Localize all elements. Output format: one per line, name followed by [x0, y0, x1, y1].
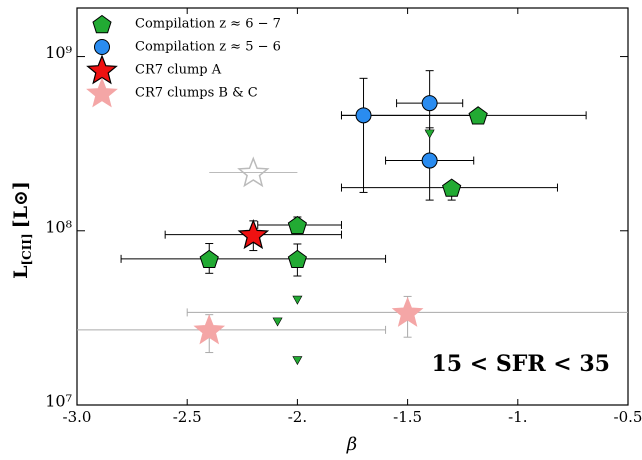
point — [287, 215, 307, 235]
point — [237, 219, 270, 250]
x-tick-label: -0.5 — [614, 408, 642, 426]
open-star — [237, 156, 270, 188]
point — [355, 107, 372, 124]
point — [199, 249, 219, 268]
legend-label: Compilation z ≈ 6 − 7 — [135, 17, 281, 32]
y-label-main: L — [10, 266, 32, 279]
x-axis-label: β — [346, 434, 357, 455]
point — [287, 249, 307, 268]
point — [421, 95, 438, 112]
x-tick-label: -2.5 — [173, 408, 202, 426]
y-tick-label: 10⁸ — [45, 217, 72, 236]
x-tick-label: -1. — [508, 408, 527, 426]
legend-label: CR7 clumps B & C — [135, 86, 258, 101]
point — [193, 314, 226, 345]
plot-frame — [76, 7, 629, 406]
upper-limit — [292, 295, 303, 305]
point — [442, 178, 462, 197]
point — [421, 152, 438, 169]
legend-marker — [94, 39, 110, 55]
upper-limit — [292, 356, 303, 366]
x-tick-label: -3.0 — [63, 408, 92, 426]
y-label-unit: [L⊙] — [10, 181, 32, 228]
y-tick-label: 10⁷ — [45, 392, 72, 411]
y-label-sub: [CII] — [20, 233, 34, 265]
x-tick-label: -1.5 — [393, 408, 422, 426]
legend-label: CR7 clump A — [135, 63, 222, 78]
x-tick-label: -2. — [288, 408, 307, 426]
upper-limit — [272, 317, 283, 327]
y-axis-label: L[CII] [L⊙] — [10, 181, 34, 279]
point — [391, 296, 424, 327]
annotation: 15 < SFR < 35 — [431, 351, 610, 377]
legend-marker — [92, 14, 112, 34]
upper-limit — [424, 129, 435, 139]
plot-area — [77, 70, 628, 366]
legend-marker — [86, 77, 118, 108]
legend-label: Compilation z ≈ 5 − 6 — [135, 40, 281, 55]
y-tick-label: 10⁹ — [45, 43, 72, 62]
point — [468, 106, 488, 125]
